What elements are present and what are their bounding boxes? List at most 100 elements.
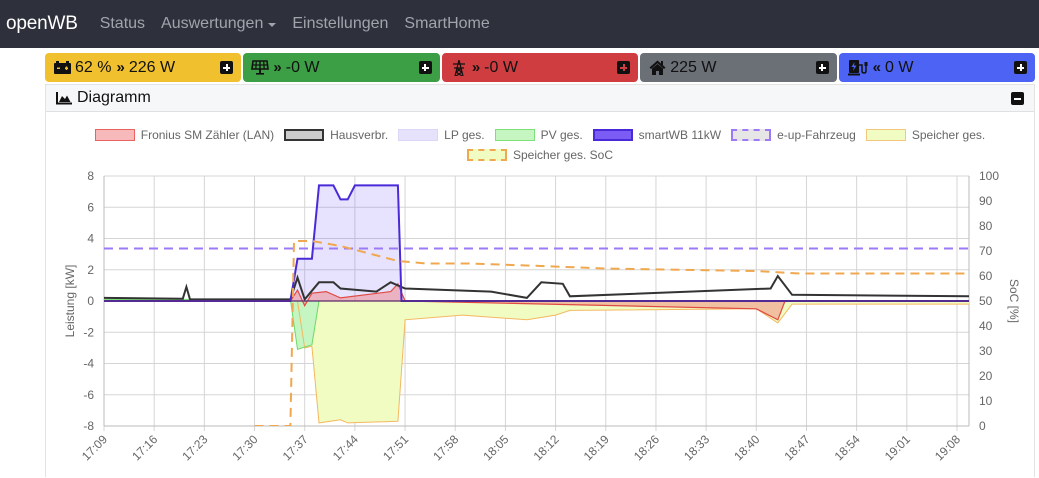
svg-text:18:54: 18:54 (832, 432, 863, 463)
svg-text:17:30: 17:30 (230, 432, 261, 463)
legend-label: smartWB 11kW (638, 128, 722, 142)
legend-item[interactable]: Fronius SM Zähler (LAN) (94, 128, 275, 142)
legend-label: Fronius SM Zähler (LAN) (140, 128, 275, 142)
svg-text:18:26: 18:26 (631, 432, 662, 463)
legend-item[interactable]: Hausverbr. (284, 128, 388, 142)
expand-plus-icon[interactable] (617, 61, 631, 74)
chart-card: Diagramm Fronius SM Zähler (LAN) Hausverb… (45, 84, 1035, 477)
svg-text:50: 50 (979, 294, 993, 308)
legend-swatch-icon (865, 129, 906, 141)
chargepoint-power: 0 W (884, 58, 914, 76)
tile-grid[interactable]: » -0 W (441, 53, 639, 82)
caret-down-icon (268, 23, 277, 27)
legend-swatch-icon (284, 129, 325, 141)
svg-text:40: 40 (979, 319, 993, 333)
tile-chargepoint[interactable]: « 0 W (838, 53, 1036, 82)
legend-swatch-icon (398, 129, 439, 141)
svg-text:0: 0 (87, 294, 94, 308)
legend-item[interactable]: Speicher ges. (865, 128, 986, 142)
legend-item[interactable]: Speicher ges. SoC (466, 148, 614, 162)
double-chevron-left-icon: « (872, 59, 881, 76)
expand-plus-icon[interactable] (1014, 61, 1028, 74)
solar-panel-icon (251, 60, 270, 76)
chart-card-header[interactable]: Diagramm (46, 85, 1034, 112)
svg-text:100: 100 (979, 169, 999, 183)
svg-text:Leistung [kW]: Leistung [kW] (63, 265, 77, 338)
battery-power: 226 W (128, 58, 176, 76)
navbar: openWB Status Auswertungen Einstellungen… (0, 0, 1039, 48)
svg-text:19:08: 19:08 (932, 432, 963, 463)
svg-text:30: 30 (979, 344, 993, 358)
power-tower-icon (450, 59, 468, 76)
svg-text:17:23: 17:23 (179, 432, 210, 463)
expand-plus-icon[interactable] (815, 61, 829, 74)
legend-item[interactable]: LP ges. (398, 128, 485, 142)
svg-text:18:40: 18:40 (731, 432, 762, 463)
svg-text:18:33: 18:33 (681, 432, 712, 463)
svg-text:0: 0 (979, 419, 986, 433)
chart-legend: Fronius SM Zähler (LAN) Hausverbr. LP ges.… (46, 128, 1034, 168)
svg-text:17:09: 17:09 (79, 432, 110, 463)
nav-smarthome[interactable]: SmartHome (404, 15, 490, 32)
battery-icon (53, 60, 71, 76)
svg-text:SoC [%]: SoC [%] (1007, 279, 1021, 323)
svg-text:17:51: 17:51 (380, 432, 411, 463)
svg-text:18:05: 18:05 (480, 432, 511, 463)
legend-swatch-icon (592, 129, 633, 141)
legend-swatch-icon (466, 149, 507, 161)
house-power: 225 W (670, 58, 717, 76)
svg-text:18:47: 18:47 (781, 432, 812, 463)
legend-label: Speicher ges. SoC (512, 148, 614, 162)
svg-text:60: 60 (979, 269, 993, 283)
legend-label: Hausverbr. (330, 128, 389, 142)
svg-text:18:12: 18:12 (531, 432, 562, 463)
svg-text:90: 90 (979, 194, 993, 208)
legend-swatch-icon (94, 129, 135, 141)
svg-text:70: 70 (979, 244, 993, 258)
brand-logo[interactable]: openWB (6, 13, 78, 34)
legend-item[interactable]: PV ges. (494, 128, 583, 142)
double-chevron-right-icon: » (273, 59, 281, 76)
legend-label: Speicher ges. (911, 128, 986, 142)
battery-soc: 62 % (75, 58, 112, 76)
area-chart-icon (56, 91, 72, 105)
tile-battery[interactable]: 62 % » 226 W (45, 53, 242, 82)
expand-plus-icon[interactable] (418, 61, 432, 74)
tile-house[interactable]: 225 W (640, 53, 837, 82)
svg-text:17:37: 17:37 (280, 432, 311, 463)
svg-text:17:58: 17:58 (430, 432, 461, 463)
svg-text:-4: -4 (83, 357, 94, 371)
nav-status[interactable]: Status (99, 15, 146, 32)
chart-card-title: Diagramm (77, 89, 151, 106)
svg-text:8: 8 (87, 169, 94, 183)
legend-swatch-icon (494, 129, 535, 141)
svg-text:-2: -2 (83, 325, 94, 339)
collapse-minus-icon[interactable] (1011, 92, 1024, 105)
nav-auswertungen-label: Auswertungen (161, 15, 264, 32)
charging-station-icon (847, 59, 869, 76)
legend-item[interactable]: e-up-Fahrzeug (731, 128, 856, 142)
legend-label: PV ges. (540, 128, 583, 142)
pv-power: -0 W (285, 58, 320, 76)
double-chevron-right-icon: » (471, 59, 480, 76)
svg-text:18:19: 18:19 (581, 432, 612, 463)
svg-text:-6: -6 (83, 388, 94, 402)
svg-text:2: 2 (87, 263, 94, 277)
double-chevron-right-icon: » (116, 59, 124, 76)
nav-einstellungen[interactable]: Einstellungen (292, 15, 389, 32)
svg-text:17:44: 17:44 (330, 432, 361, 463)
svg-text:-8: -8 (83, 419, 94, 433)
nav-auswertungen[interactable]: Auswertungen (161, 15, 277, 33)
tile-pv[interactable]: » -0 W (243, 53, 440, 82)
legend-swatch-icon (731, 129, 772, 141)
home-icon (648, 60, 666, 76)
svg-text:6: 6 (87, 200, 94, 214)
svg-text:4: 4 (87, 232, 94, 246)
svg-text:10: 10 (979, 394, 993, 408)
svg-text:20: 20 (979, 369, 993, 383)
legend-item[interactable]: smartWB 11kW (592, 128, 722, 142)
legend-label: e-up-Fahrzeug (777, 128, 856, 142)
svg-text:19:01: 19:01 (882, 432, 913, 463)
svg-text:80: 80 (979, 219, 993, 233)
expand-plus-icon[interactable] (220, 61, 234, 74)
